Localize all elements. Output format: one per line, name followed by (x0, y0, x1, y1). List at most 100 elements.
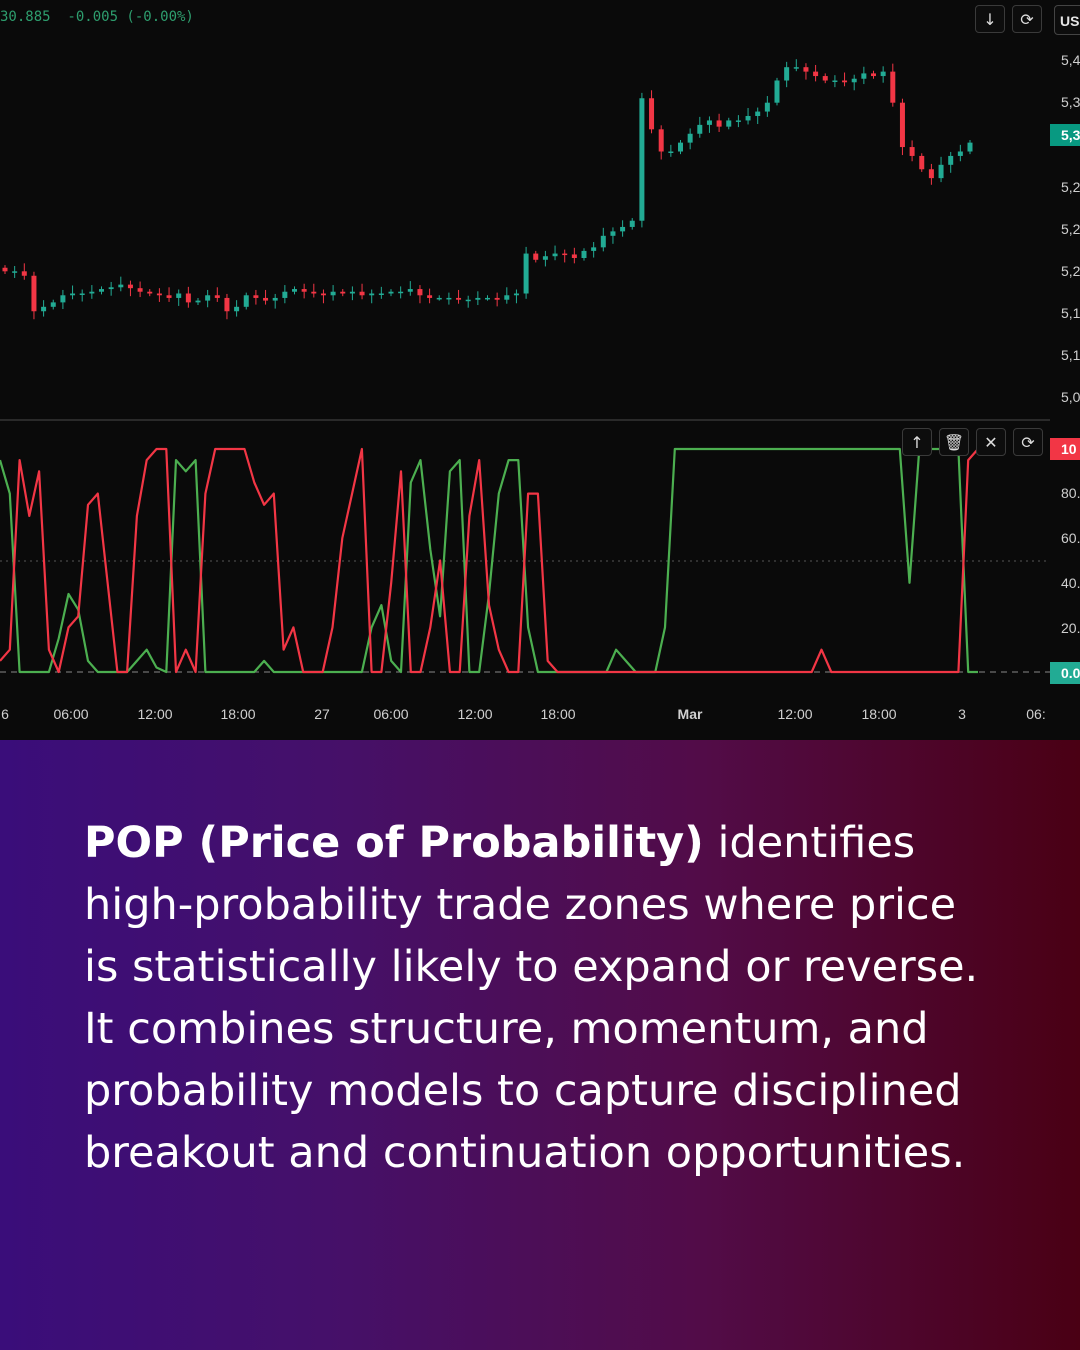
candle-body (639, 98, 645, 221)
candle-body (398, 291, 404, 294)
candle-body (301, 289, 307, 292)
candle-body (446, 297, 452, 300)
candle-body (417, 289, 423, 296)
candle-body (263, 297, 269, 301)
candle-body (21, 271, 27, 276)
price-axis-label: 5,0 (1061, 389, 1080, 405)
price-axis-label: 5,2 (1061, 263, 1080, 279)
candle-body (176, 293, 182, 298)
candle-body (851, 78, 857, 83)
price-axis-label: 5,4 (1061, 52, 1080, 68)
time-axis-label: 12:00 (457, 706, 493, 722)
indicator-bottom-badge: 0.0 (1050, 662, 1080, 684)
indicator-axis-label: 80. (1061, 485, 1080, 501)
price-axis-label: 5,2 (1061, 179, 1080, 195)
caption-panel: POP (Price of Probability) identifies hi… (0, 740, 1080, 1350)
caption-body: identifies high-probability trade zones … (84, 818, 979, 1178)
candle-body (485, 297, 490, 300)
candle-body (620, 226, 626, 232)
candle-body (755, 111, 761, 116)
time-axis-label: 27 (314, 706, 330, 722)
candle-body (320, 293, 326, 296)
candle-body (899, 102, 905, 148)
candle-body (378, 293, 384, 295)
currency-selector[interactable]: USI (1054, 5, 1080, 35)
candle-body (185, 293, 191, 303)
price-readout: 30.885 -0.005 (-0.00%) (0, 9, 194, 25)
trash-icon[interactable]: 🗑 (939, 428, 969, 456)
candle-body (706, 120, 712, 125)
candle-body (784, 67, 790, 81)
candle-body (108, 287, 114, 290)
candle-body (41, 306, 47, 312)
candle-body (822, 76, 828, 81)
candle-body (716, 120, 722, 127)
candle-body (147, 291, 153, 294)
candle-body (311, 291, 317, 294)
candle-body (513, 293, 519, 296)
time-axis-label: Mar (677, 706, 703, 722)
candle-body (658, 129, 664, 152)
candle-body (427, 295, 433, 298)
candle-body (89, 291, 95, 294)
candle-body (533, 253, 539, 260)
candle-body (292, 289, 297, 292)
candle-body (436, 297, 442, 300)
candle-body (793, 67, 799, 69)
time-axis-label: 3 (958, 706, 966, 722)
candle-body (456, 297, 462, 300)
candle-body (649, 98, 655, 130)
candle-body (957, 151, 963, 156)
candle-body (871, 73, 876, 77)
candle-body (861, 73, 867, 79)
candle-body (803, 67, 809, 72)
indicator-axis-label: 20. (1061, 620, 1080, 636)
candle-body (118, 284, 124, 288)
candle-body (919, 155, 925, 170)
indicator-top-badge: 10 (1050, 438, 1080, 460)
candle-body (70, 293, 76, 296)
collapse-icon[interactable]: ✕ (976, 428, 1006, 456)
candle-body (340, 291, 346, 294)
arrow-down-icon[interactable]: ↓ (975, 5, 1005, 33)
candle-body (542, 256, 548, 260)
candle-body (832, 80, 838, 82)
price-axis-label: 5,1 (1061, 347, 1080, 363)
candle-body (79, 293, 85, 295)
candle-body (60, 295, 66, 303)
refresh-icon[interactable]: ⟳ (1012, 5, 1042, 33)
candle-body (127, 284, 133, 289)
candle-body (243, 295, 249, 307)
candles (2, 59, 973, 320)
candle-body (504, 295, 510, 300)
candle-body (967, 142, 973, 152)
indicator-axis-label: 40. (1061, 575, 1080, 591)
candle-body (272, 297, 278, 301)
indicator-red-line (0, 447, 979, 674)
candle-body (909, 147, 915, 156)
candle-body (195, 300, 201, 303)
price-axis-label: 5,1 (1061, 305, 1080, 321)
candle-body (12, 271, 18, 273)
candle-body (745, 116, 751, 121)
price-axis-label: 5,3 (1061, 94, 1080, 110)
candle-body (50, 302, 56, 307)
candle-body (253, 295, 259, 298)
candle-body (591, 247, 597, 251)
candle-body (214, 295, 220, 298)
chart-canvas[interactable] (0, 0, 1080, 740)
candle-body (465, 299, 471, 302)
candle-body (369, 293, 375, 296)
candle-body (735, 120, 741, 122)
refresh-icon[interactable]: ⟳ (1013, 428, 1043, 456)
indicator-lines (0, 447, 979, 674)
candle-body (99, 289, 104, 292)
candle-body (494, 297, 500, 300)
candle-body (928, 169, 934, 179)
arrow-up-icon[interactable]: ↑ (902, 428, 932, 456)
candle-body (764, 102, 770, 112)
candle-body (349, 291, 355, 294)
candle-body (552, 253, 558, 257)
trading-chart[interactable]: 30.885 -0.005 (-0.00%) ↓ ⟳ USI 5,4 5,3 5… (0, 0, 1080, 740)
candle-body (523, 253, 529, 294)
